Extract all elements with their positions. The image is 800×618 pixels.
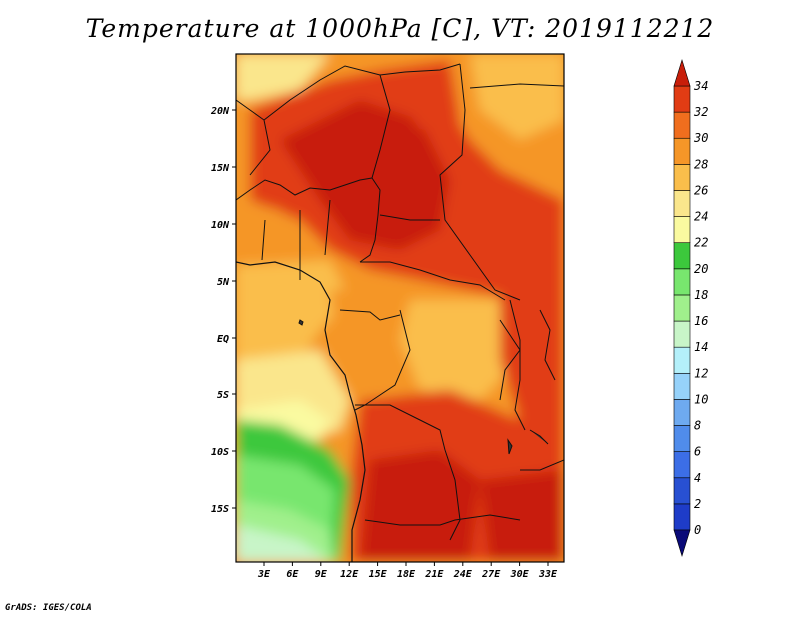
colorbar-segment <box>673 85 691 113</box>
colorbar-label: 26 <box>694 183 708 197</box>
colorbar-segment <box>673 372 691 400</box>
lon-label: 21E <box>424 569 444 580</box>
colorbar-label: 6 <box>694 445 701 459</box>
lon-label: 33E <box>538 569 558 580</box>
colorbar-segment <box>673 346 691 374</box>
colorbar-label: 24 <box>694 210 708 224</box>
colorbar-label: 0 <box>694 523 701 537</box>
colorbar-segment <box>673 137 691 165</box>
lat-label: 10S <box>211 447 229 458</box>
lon-label: 15E <box>369 569 388 580</box>
colorbar-segment <box>673 425 691 452</box>
lon-label: 18E <box>397 569 416 580</box>
colorbar-segment <box>673 294 691 322</box>
map-title: Temperature at 1000hPa [C], VT: 20191122… <box>85 14 715 43</box>
colorbar-segment <box>673 216 691 244</box>
colorbar-label: 28 <box>694 157 708 171</box>
colorbar-segment <box>673 503 691 531</box>
colorbar-label: 10 <box>694 392 708 406</box>
colorbar-segment <box>673 268 691 296</box>
colorbar-segment <box>673 477 691 505</box>
colorbar-label: 20 <box>694 262 708 276</box>
colorbar-label: 22 <box>694 236 708 250</box>
colorbar-label: 32 <box>693 105 708 119</box>
colorbar-segment <box>673 399 691 426</box>
colorbar-label: 34 <box>693 79 708 93</box>
colorbar-segment <box>673 320 691 348</box>
colorbar-label: 4 <box>694 471 701 485</box>
colorbar-segment <box>673 111 691 139</box>
lat-label: 15N <box>211 163 230 174</box>
colorbar-label: 14 <box>694 340 708 354</box>
lon-label: 6E <box>286 569 299 580</box>
colorbar-label: 8 <box>694 419 701 433</box>
colorbar-lower-extend <box>673 529 691 558</box>
longitude-axis: 3E 6E 9E 12E 15E 18E 21E 24E 27E 30E 33E <box>257 562 558 580</box>
colorbar-segment <box>673 242 691 270</box>
lat-label: 5S <box>217 390 229 401</box>
lat-label: EQ <box>217 334 229 345</box>
colorbar-segment <box>673 190 691 217</box>
colorbar-label: 16 <box>694 314 708 328</box>
colorbar-segment <box>673 164 691 191</box>
colorbar-label: 30 <box>693 131 708 145</box>
colorbar-label: 18 <box>694 288 708 302</box>
lon-label: 12E <box>340 569 359 580</box>
colorbar-segment <box>673 451 691 479</box>
colorbar-label: 2 <box>694 497 701 511</box>
lon-label: 3E <box>257 569 271 580</box>
colorbar-upper-extend <box>673 58 691 87</box>
colorbar-label: 12 <box>694 366 708 380</box>
lat-label: 5N <box>217 277 230 288</box>
lat-label: 10N <box>211 220 230 231</box>
lon-label: 24E <box>453 569 473 580</box>
lon-label: 9E <box>315 569 328 580</box>
lat-label: 15S <box>211 504 229 515</box>
lat-label: 20N <box>210 106 230 117</box>
lon-label: 27E <box>481 569 501 580</box>
grads-credit: GrADS: IGES/COLA <box>5 603 92 613</box>
temperature-field <box>236 54 564 562</box>
latitude-axis: 20N 15N 10N 5N EQ 5S 10S 15S <box>210 106 236 515</box>
lon-label: 30E <box>510 569 530 580</box>
